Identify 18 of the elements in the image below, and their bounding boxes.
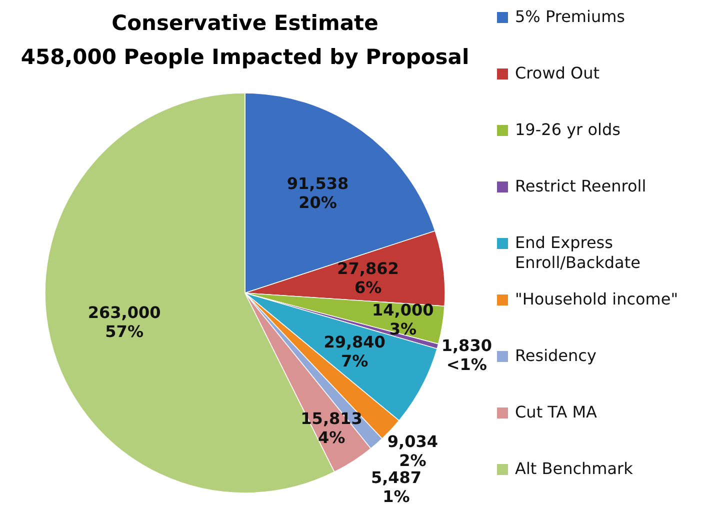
data-label: 9,034 2% xyxy=(387,432,438,470)
text: 458,000 People Impacted by Proposal xyxy=(20,45,470,69)
legend-label: End Express Enroll/Backdate xyxy=(515,233,640,272)
legend-label: Cut TA MA xyxy=(515,402,598,422)
data-label: 91,538 20% xyxy=(286,174,349,212)
legend-label: "Household income" xyxy=(515,290,678,308)
legend-label: Crowd Out xyxy=(515,64,600,82)
data-label: 263,000 57% xyxy=(88,302,161,341)
legend-label: Residency xyxy=(515,346,596,365)
data-label: 1,830 <1% xyxy=(441,336,492,374)
data-label: 27,862 6% xyxy=(337,259,399,298)
legend-label: Alt Benchmark xyxy=(515,459,634,478)
legend-label: Restrict Reenroll xyxy=(515,176,646,196)
legend-label: 19-26 yr olds xyxy=(515,120,620,139)
legend-label: 5% Premiums xyxy=(515,7,625,26)
data-label: 5,487 1% xyxy=(370,468,422,506)
chart-title: Conservative Estimate xyxy=(112,11,378,35)
data-label: 15,813 4% xyxy=(300,409,362,448)
